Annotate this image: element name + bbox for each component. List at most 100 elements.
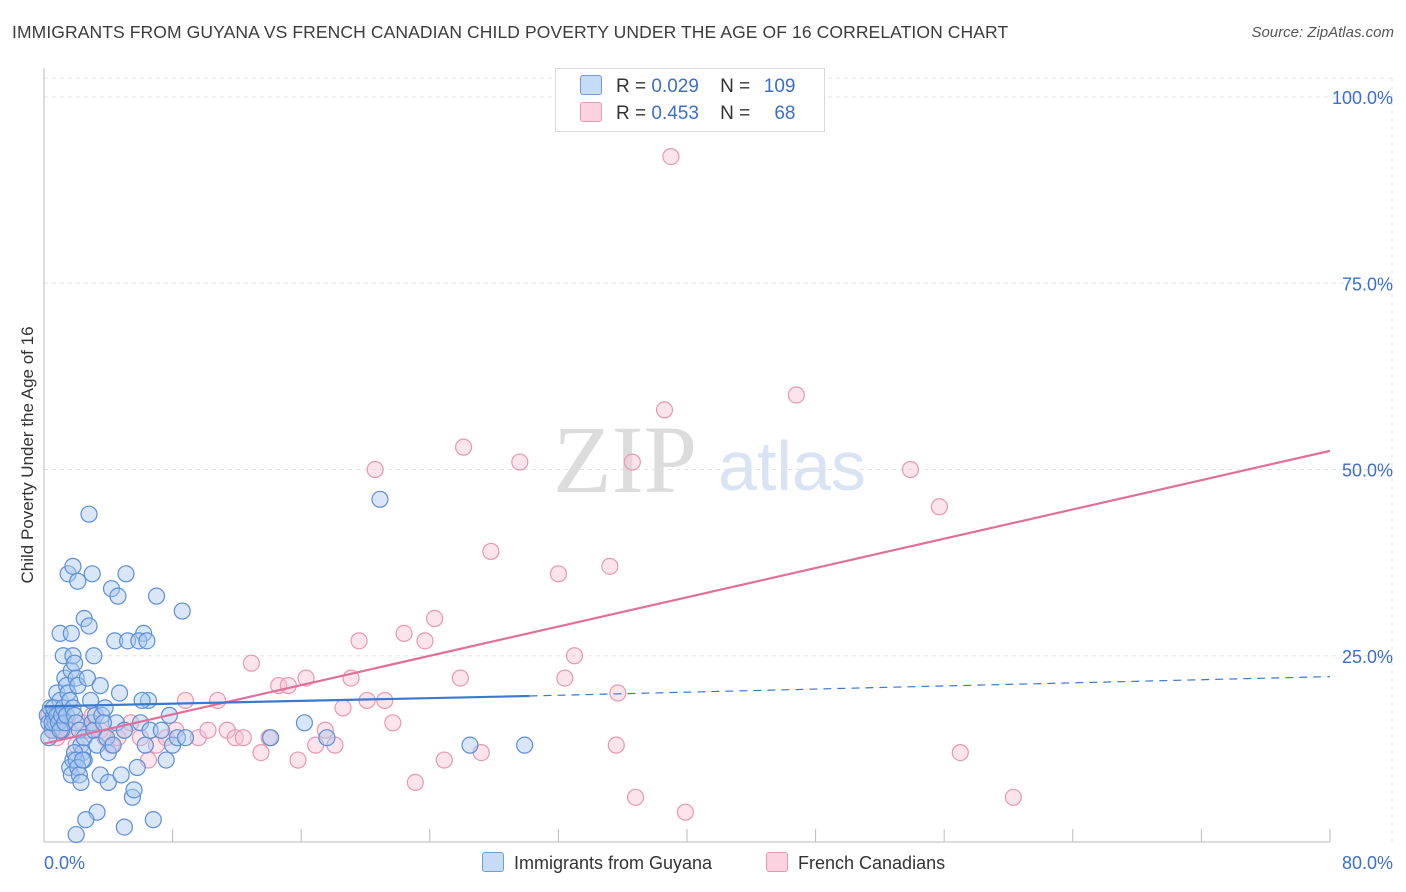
french-point [609,684,627,702]
guyana-point [318,729,336,747]
guyana-point [173,602,191,620]
data-points [38,148,1022,844]
x-tick-label-end: 80.0% [1342,853,1393,873]
french-point [601,557,619,575]
french-point [565,647,584,665]
legend-r-label: R = [616,103,647,124]
french-point [1004,788,1022,806]
french-point [549,565,568,583]
guyana-point [109,587,127,605]
legend: R = 0.029 N = 109 R = 0.453 N = 68 [555,68,825,132]
guyana-point [65,654,84,672]
french-point [435,751,453,769]
guyana-point [104,736,122,754]
french-point [626,788,645,806]
guyana-point [147,587,166,605]
french-point [176,691,195,710]
french-point [406,773,424,792]
french-point [556,669,574,687]
french-point [511,453,529,471]
y-tick-label: 75.0% [1342,274,1393,294]
guyana-point [85,647,103,665]
french-point [334,699,352,717]
guyana-point [99,773,117,792]
y-tick-label: 50.0% [1342,461,1393,481]
french-point [454,438,473,456]
guyana-point [62,624,80,643]
trend-lines [43,449,1331,745]
french-point [279,676,297,695]
guyana-point [117,565,135,583]
legend-swatch-guyana [580,75,602,95]
french-point [350,632,368,650]
guyana-trend-extension [529,676,1331,697]
legend-row-guyana: R = 0.029 N = 109 [580,75,795,98]
bottom-legend-swatch-guyana [482,852,504,872]
legend-r-label: R = [616,76,647,97]
guyana-point [77,811,95,829]
french-point [451,669,469,687]
french-point [482,542,500,561]
bottom-legend-guyana: Immigrants from Guyana [482,852,712,874]
guyana-point [69,572,87,590]
guyana-point [106,632,124,650]
source-label: Source: ZipAtlas.com [1251,24,1394,41]
guyana-point [64,557,82,575]
guyana-point [371,490,389,508]
guyana-point [73,751,92,769]
legend-n-value: 68 [774,103,796,124]
legend-n-value: 109 [763,76,796,97]
french-point [901,460,920,479]
french-point [366,460,384,479]
guyana-point [262,729,280,747]
watermark-atlas: atlas [718,427,866,505]
french-point [951,743,969,762]
french-point [376,691,394,710]
french-point [607,736,625,754]
french-point [395,624,413,643]
french-point [416,632,434,650]
guyana-point [115,818,133,836]
guyana-point [110,684,129,702]
french-point [252,743,270,762]
guyana-point [67,825,85,844]
french-point [242,654,260,672]
guyana-point [138,632,156,650]
guyana-point [157,751,175,769]
guyana-point [91,676,109,695]
legend-r-value: 0.453 [651,103,699,124]
french-point [234,729,252,747]
french-point [655,401,674,419]
legend-n-label: N = [720,103,751,124]
bottom-legend-label-french: French Canadians [798,853,946,873]
guyana-point [136,736,154,754]
legend-row-french: R = 0.453 N = 68 [580,102,795,125]
chart-title: IMMIGRANTS FROM GUYANA VS FRENCH CANADIA… [12,22,1009,42]
guyana-point [80,505,98,523]
guyana-point [125,781,143,799]
guyana-point [112,766,130,784]
french-trend-line [43,449,1331,745]
x-tick-label-start: 0.0% [44,853,85,873]
guyana-point [78,669,97,687]
y-tick-label: 100.0% [1332,88,1393,108]
watermark: ZIP atlas [553,406,866,513]
guyana-point [516,736,534,754]
guyana-trend-line [43,694,530,708]
french-point [199,721,217,739]
french-point [289,751,307,769]
legend-r-value: 0.029 [651,76,699,97]
guyana-point [176,729,195,747]
french-point [676,803,694,821]
legend-swatch-french [580,102,602,122]
guyana-point [133,691,151,710]
bottom-legend-french: French Canadians [766,852,945,874]
y-tick-label: 25.0% [1342,647,1393,667]
french-point [384,714,402,732]
guyana-point [83,565,101,583]
legend-n-label: N = [720,76,751,97]
bottom-legend-swatch-french [766,852,788,872]
bottom-legend-label-guyana: Immigrants from Guyana [514,853,713,873]
guyana-point [152,721,170,739]
